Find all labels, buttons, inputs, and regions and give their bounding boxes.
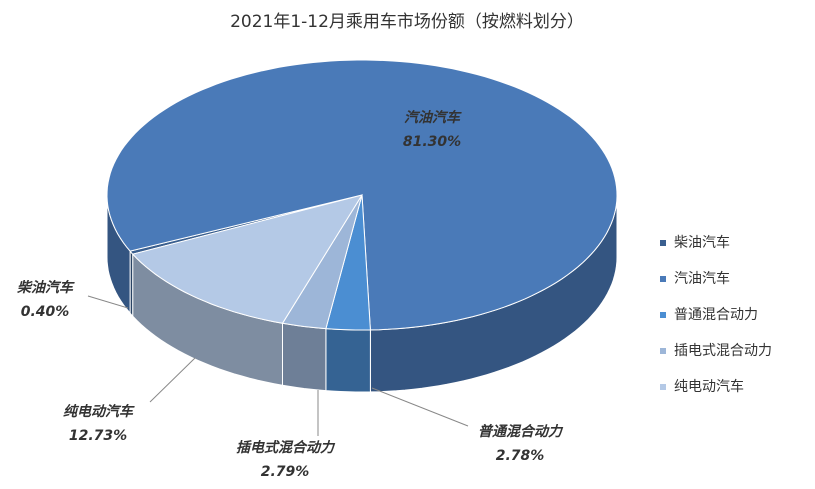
legend-swatch — [660, 240, 666, 246]
slice-side — [325, 328, 371, 393]
slice-label: 普通混合动力 — [478, 423, 564, 440]
slice-side — [282, 322, 327, 392]
legend-label: 纯电动汽车 — [674, 378, 744, 395]
legend-label: 插电式混合动力 — [674, 343, 772, 359]
value-label: 81.30% — [403, 134, 461, 150]
leader-line — [149, 357, 196, 403]
leader-line — [87, 295, 129, 309]
slice-label: 纯电动汽车 — [63, 403, 135, 420]
slice — [131, 194, 364, 324]
value-label: 12.73% — [69, 428, 127, 444]
legend-label: 汽油汽车 — [674, 270, 730, 287]
chart-title: 2021年1-12月乘用车市场份额（按燃料划分） — [230, 12, 584, 32]
value-label: 2.78% — [496, 448, 545, 464]
legend-swatch — [660, 348, 666, 354]
legend-swatch — [660, 312, 666, 318]
slice-label: 柴油汽车 — [17, 279, 75, 296]
slice — [281, 194, 363, 330]
slice — [325, 194, 371, 331]
slice-label: 插电式混合动力 — [236, 439, 336, 456]
legend-label: 普通混合动力 — [674, 307, 758, 323]
value-label: 2.79% — [261, 464, 310, 480]
value-label: 0.40% — [21, 304, 70, 320]
slice-label: 汽油汽车 — [404, 109, 462, 126]
legend-swatch — [660, 276, 666, 282]
leader-line — [371, 387, 469, 427]
legend-label: 柴油汽车 — [674, 234, 730, 251]
legend-swatch — [660, 384, 666, 390]
